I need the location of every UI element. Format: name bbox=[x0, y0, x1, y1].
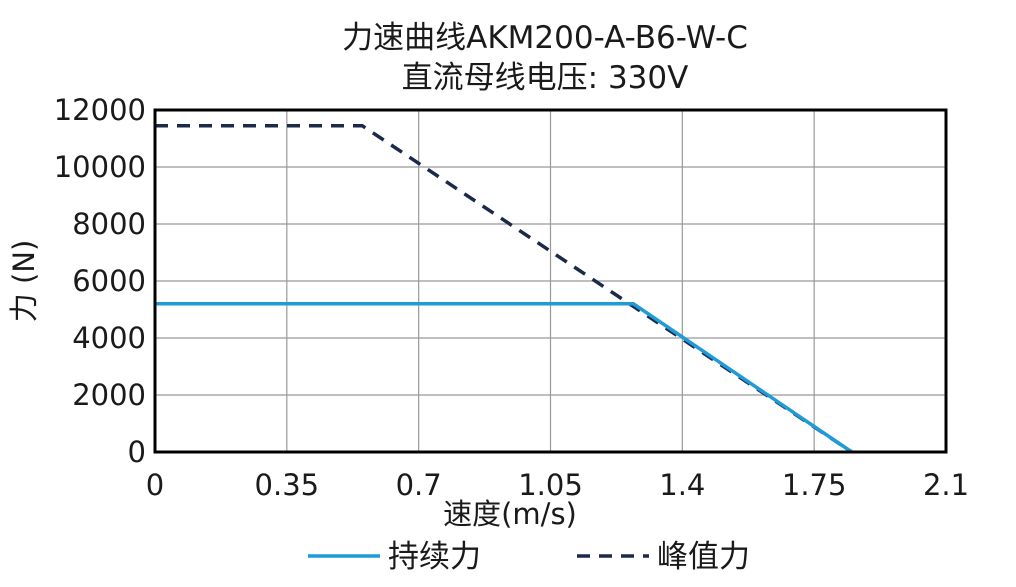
plot-frame bbox=[153, 108, 948, 454]
y-tick-label: 8000 bbox=[72, 207, 146, 241]
y-axis-label: 力 (N) bbox=[7, 240, 41, 323]
x-tick-label: 1.05 bbox=[518, 468, 583, 502]
grid-lines bbox=[154, 109, 947, 453]
x-tick-label: 0.7 bbox=[396, 468, 442, 502]
series-line-1 bbox=[155, 123, 853, 454]
x-tick-label: 0.35 bbox=[255, 468, 320, 502]
chart-title: 力速曲线AKM200-A-B6-W-C bbox=[342, 20, 748, 56]
y-tick-label: 2000 bbox=[72, 378, 146, 412]
y-tick-labels: 0 2000 4000 6000 8000 10000 12000 bbox=[54, 93, 146, 469]
series-lines bbox=[155, 123, 853, 454]
y-tick-label: 10000 bbox=[54, 150, 146, 184]
x-tick-labels: 0 0.35 0.7 1.05 1.4 1.75 2.1 bbox=[146, 468, 969, 502]
x-tick-label: 2.1 bbox=[923, 468, 969, 502]
legend-label-1: 峰值力 bbox=[657, 539, 750, 575]
legend-label-0: 持续力 bbox=[388, 539, 481, 575]
legend: 持续力 峰值力 bbox=[308, 539, 750, 575]
x-tick-label: 1.4 bbox=[659, 468, 705, 502]
y-tick-label: 0 bbox=[128, 435, 146, 469]
x-axis-label: 速度(m/s) bbox=[443, 497, 577, 531]
x-tick-label: 1.75 bbox=[782, 468, 847, 502]
y-tick-label: 12000 bbox=[54, 93, 146, 127]
series-line-0 bbox=[155, 302, 853, 454]
chart-subtitle: 直流母线电压: 330V bbox=[402, 60, 689, 96]
y-tick-label: 6000 bbox=[72, 264, 146, 298]
y-tick-label: 4000 bbox=[72, 321, 146, 355]
x-tick-label: 0 bbox=[146, 468, 164, 502]
